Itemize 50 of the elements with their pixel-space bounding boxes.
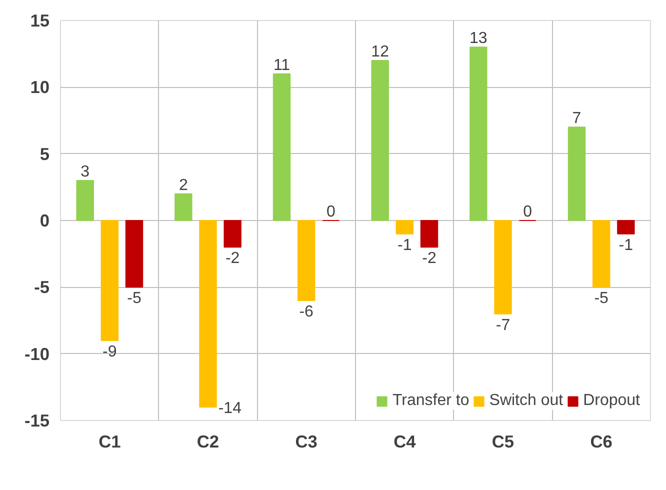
data-label: -1	[618, 236, 634, 254]
legend-label: Switch out	[489, 392, 564, 410]
data-label: -6	[299, 304, 314, 320]
y-tick-label: 10	[30, 77, 50, 98]
bar	[125, 220, 144, 288]
bar	[592, 220, 610, 288]
y-tick-label: 15	[30, 10, 50, 30]
bar	[100, 220, 119, 341]
bar	[297, 220, 316, 301]
bar	[494, 220, 512, 314]
legend-label: Transfer to	[392, 392, 470, 410]
bar	[396, 220, 414, 234]
bar	[199, 220, 217, 408]
data-label: -5	[594, 290, 609, 308]
bar	[568, 126, 586, 221]
data-label: -9	[102, 344, 117, 360]
data-label: 13	[470, 30, 488, 48]
x-tick-label: C6	[590, 432, 613, 452]
x-tick-label: C5	[492, 432, 514, 452]
bar	[174, 193, 192, 221]
legend-label: Dropout	[583, 392, 640, 410]
bar	[224, 220, 242, 248]
data-label: -7	[496, 316, 510, 334]
y-tick-label: 0	[40, 210, 50, 230]
data-label: 7	[572, 110, 582, 128]
bar	[617, 220, 635, 234]
data-label: 0	[523, 204, 532, 220]
data-label: -2	[225, 250, 240, 268]
data-label: -2	[422, 250, 436, 268]
data-label: 12	[371, 44, 390, 60]
x-tick-label: C4	[394, 432, 416, 452]
y-tick-label: -15	[24, 410, 50, 430]
data-label: 0	[326, 204, 336, 220]
bar	[371, 60, 389, 221]
bar	[272, 73, 291, 221]
y-tick-label: 5	[40, 144, 50, 164]
x-tick-label: C1	[98, 432, 122, 452]
bar	[470, 46, 488, 221]
data-label: -1	[398, 236, 412, 254]
bar	[76, 180, 94, 221]
y-tick-label: -10	[24, 344, 50, 364]
data-label: -5	[127, 290, 142, 308]
data-label: 11	[273, 56, 290, 74]
bar	[420, 220, 438, 248]
x-tick-label: C2	[196, 432, 220, 452]
data-label: -14	[218, 400, 242, 418]
x-tick-label: C3	[295, 432, 318, 452]
y-tick-label: -5	[34, 277, 50, 298]
data-label: 3	[80, 164, 90, 180]
data-label: 2	[178, 176, 188, 194]
